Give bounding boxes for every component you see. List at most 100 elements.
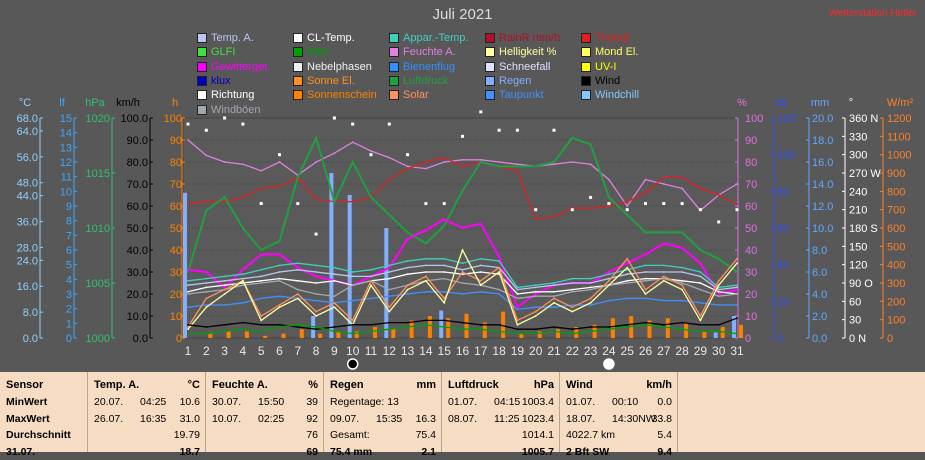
- series-point: [644, 178, 647, 181]
- wind-direction-point: [259, 202, 263, 206]
- series-point: [644, 271, 647, 273]
- series-point: [205, 306, 208, 309]
- bar-sonnenschein: [464, 313, 469, 338]
- series-point: [626, 205, 629, 207]
- series-point: [589, 301, 592, 304]
- stats-cell: 14:30NW: [612, 412, 656, 425]
- legend-label: GLFI: [211, 46, 236, 59]
- series-point: [534, 293, 537, 295]
- legend-label: RainR mm/h: [499, 32, 561, 44]
- series-point: [370, 330, 372, 333]
- series-point: [351, 200, 354, 203]
- legend-swatch: [293, 33, 303, 43]
- legend-label: CL-Temp.: [307, 32, 355, 44]
- legend-label: UV-I: [595, 60, 617, 73]
- series-point: [644, 277, 647, 280]
- wind-direction-point: [241, 122, 245, 126]
- series-point: [205, 332, 208, 335]
- series-point: [516, 332, 519, 335]
- series-point: [260, 323, 263, 326]
- series-point: [644, 288, 647, 291]
- stats-cell: 75.4: [415, 429, 436, 441]
- series-point: [571, 282, 574, 284]
- wind-direction-point: [589, 195, 593, 199]
- series-point: [736, 288, 738, 291]
- series-point: [516, 308, 519, 311]
- series-point: [425, 167, 427, 170]
- legend-label: Feuchte A.: [403, 46, 456, 59]
- series-point: [260, 169, 263, 172]
- series-point: [443, 301, 446, 304]
- series-point: [717, 257, 720, 260]
- series-point: [571, 136, 574, 139]
- legend-label: Taupunkt: [499, 89, 544, 102]
- axis-tick-label: 10: [745, 311, 757, 323]
- axis-tick-label: 16.0: [812, 157, 833, 169]
- series-point: [187, 290, 189, 293]
- axis-tick-label: 11: [61, 172, 72, 184]
- legend-swatch: [581, 75, 591, 86]
- series-point: [205, 297, 208, 300]
- series-point: [315, 275, 317, 278]
- series-point: [461, 158, 464, 161]
- series-point: [278, 271, 281, 273]
- series-point: [571, 277, 574, 280]
- series-point: [315, 198, 317, 201]
- series-point: [388, 266, 391, 269]
- bar-sonnenschein: [501, 311, 506, 338]
- stats-column: Regen mm Regentage: 13 09.07. 15:35 16.3 Gesam…: [323, 372, 442, 458]
- axis-tick-label: 1200: [887, 113, 911, 125]
- series-point: [260, 282, 263, 284]
- bar-sonnenschein: [537, 331, 542, 338]
- series-point: [498, 330, 500, 333]
- axis-tick-label: 6.0: [812, 267, 827, 279]
- wind-direction-point: [223, 116, 227, 120]
- axis-unit: hPa: [85, 97, 105, 109]
- series-point: [351, 284, 354, 287]
- series-point: [406, 326, 409, 328]
- series-point: [736, 183, 738, 185]
- series-point: [187, 328, 189, 331]
- stats-row: 01.07. 00:10 0.0: [566, 394, 672, 410]
- axis-tick-label: 360 N: [849, 113, 878, 125]
- series-point: [608, 205, 610, 207]
- series-point: [498, 165, 500, 168]
- series-point: [626, 279, 629, 282]
- axis-tick-label: 10.0: [812, 223, 833, 235]
- series-point: [388, 178, 391, 181]
- series-point: [571, 288, 574, 291]
- series-point: [242, 163, 244, 166]
- series-point: [699, 301, 702, 304]
- x-tick-label: 5: [258, 344, 265, 358]
- series-point: [717, 295, 720, 298]
- series-point: [534, 286, 537, 289]
- axis-tick-label: 0: [745, 333, 751, 345]
- x-tick-label: 31: [730, 344, 744, 358]
- series-point: [553, 161, 555, 163]
- legend-label: Windböen: [211, 103, 261, 116]
- series-point: [516, 165, 519, 168]
- axis-tick-label: 44.0: [17, 191, 38, 203]
- stats-cell: 1003.4: [521, 396, 554, 408]
- series-point: [425, 161, 427, 163]
- wind-direction-point: [424, 202, 428, 206]
- x-tick-label: 27: [657, 344, 671, 358]
- series-point: [333, 306, 336, 309]
- axis-unit: °C: [19, 97, 31, 109]
- legend-swatch: [197, 47, 207, 58]
- series-point: [278, 279, 281, 282]
- series-point: [187, 268, 189, 271]
- series-point: [406, 231, 409, 234]
- series-point: [662, 323, 665, 326]
- series-point: [626, 297, 629, 300]
- series-point: [662, 264, 665, 267]
- series-point: [351, 323, 354, 326]
- series-point: [534, 332, 537, 335]
- series-point: [370, 284, 372, 287]
- series-point: [461, 268, 464, 271]
- series-point: [608, 279, 610, 282]
- series-point: [534, 284, 537, 287]
- series-point: [443, 326, 446, 328]
- series-point: [443, 264, 446, 267]
- x-tick-label: 10: [346, 344, 360, 358]
